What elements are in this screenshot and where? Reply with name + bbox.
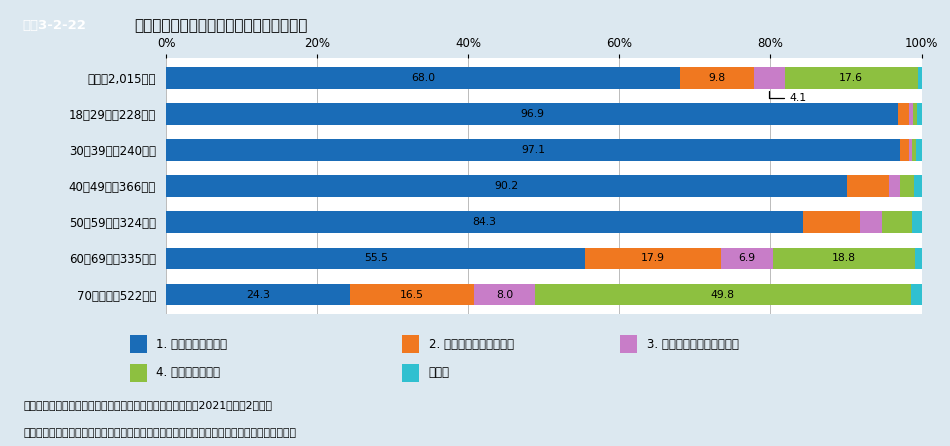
Text: 17.9: 17.9	[641, 253, 665, 264]
Bar	[474, 284, 535, 306]
Bar	[916, 139, 922, 161]
Text: 17.6: 17.6	[839, 73, 864, 83]
Bar	[900, 139, 908, 161]
Text: 4.1: 4.1	[770, 91, 807, 103]
Text: 4. 利用していない: 4. 利用していない	[156, 367, 220, 380]
Bar	[166, 284, 350, 306]
Bar	[889, 175, 901, 197]
Text: （注）　あなたは、スマートフォンやタブレットを利用していますか、という質問への回答。: （注） あなたは、スマートフォンやタブレットを利用していますか、という質問への回…	[24, 428, 296, 438]
Bar	[350, 284, 474, 306]
Text: 24.3: 24.3	[246, 289, 270, 300]
Bar	[898, 103, 909, 125]
Text: 資料：内閣府「情報通信機器の利活用に関する世論調査」（2021（令和2）年）: 資料：内閣府「情報通信機器の利活用に関する世論調査」（2021（令和2）年）	[24, 401, 273, 410]
Bar	[166, 103, 898, 125]
Bar	[402, 335, 419, 353]
Bar	[914, 175, 922, 197]
Bar	[912, 139, 916, 161]
Bar	[911, 284, 922, 306]
Text: 97.1: 97.1	[521, 145, 545, 155]
Text: 18.8: 18.8	[831, 253, 856, 264]
Bar	[166, 67, 680, 89]
Bar	[585, 248, 721, 269]
Bar	[166, 211, 803, 233]
Text: 9.8: 9.8	[709, 73, 726, 83]
Bar	[721, 248, 772, 269]
Bar	[917, 103, 922, 125]
Text: 90.2: 90.2	[495, 181, 519, 191]
Bar	[166, 175, 847, 197]
Bar	[129, 335, 146, 353]
Bar	[847, 175, 889, 197]
Bar	[166, 139, 900, 161]
Bar	[860, 211, 883, 233]
Text: 68.0: 68.0	[411, 73, 435, 83]
Bar	[912, 211, 922, 233]
Text: 無回答: 無回答	[428, 367, 449, 380]
Bar	[620, 335, 637, 353]
Bar	[909, 103, 913, 125]
Bar	[754, 67, 785, 89]
Bar	[901, 175, 914, 197]
Bar	[772, 248, 915, 269]
Bar	[402, 364, 419, 382]
Bar	[535, 284, 911, 306]
Text: 8.0: 8.0	[496, 289, 513, 300]
Text: 1. よく利用している: 1. よく利用している	[156, 338, 227, 351]
Bar	[803, 211, 860, 233]
Text: 16.5: 16.5	[400, 289, 424, 300]
Bar	[129, 364, 146, 382]
Bar	[883, 211, 912, 233]
Text: 84.3: 84.3	[472, 217, 497, 227]
Bar	[915, 248, 922, 269]
Bar	[918, 67, 921, 89]
Bar	[908, 139, 912, 161]
Text: 96.9: 96.9	[521, 109, 544, 119]
Text: 55.5: 55.5	[364, 253, 388, 264]
Bar	[680, 67, 754, 89]
Text: 2. ときどき利用している: 2. ときどき利用している	[428, 338, 514, 351]
Text: 図袅3-2-22: 図袅3-2-22	[23, 19, 86, 32]
Text: 6.9: 6.9	[738, 253, 755, 264]
Text: 3. ほとんど利用していない: 3. ほとんど利用していない	[647, 338, 739, 351]
Bar	[913, 103, 917, 125]
Text: 49.8: 49.8	[711, 289, 735, 300]
Text: 高齢者におけるデジタルディバイドの現穂: 高齢者におけるデジタルディバイドの現穂	[135, 18, 308, 33]
Bar	[785, 67, 918, 89]
Bar	[166, 248, 585, 269]
